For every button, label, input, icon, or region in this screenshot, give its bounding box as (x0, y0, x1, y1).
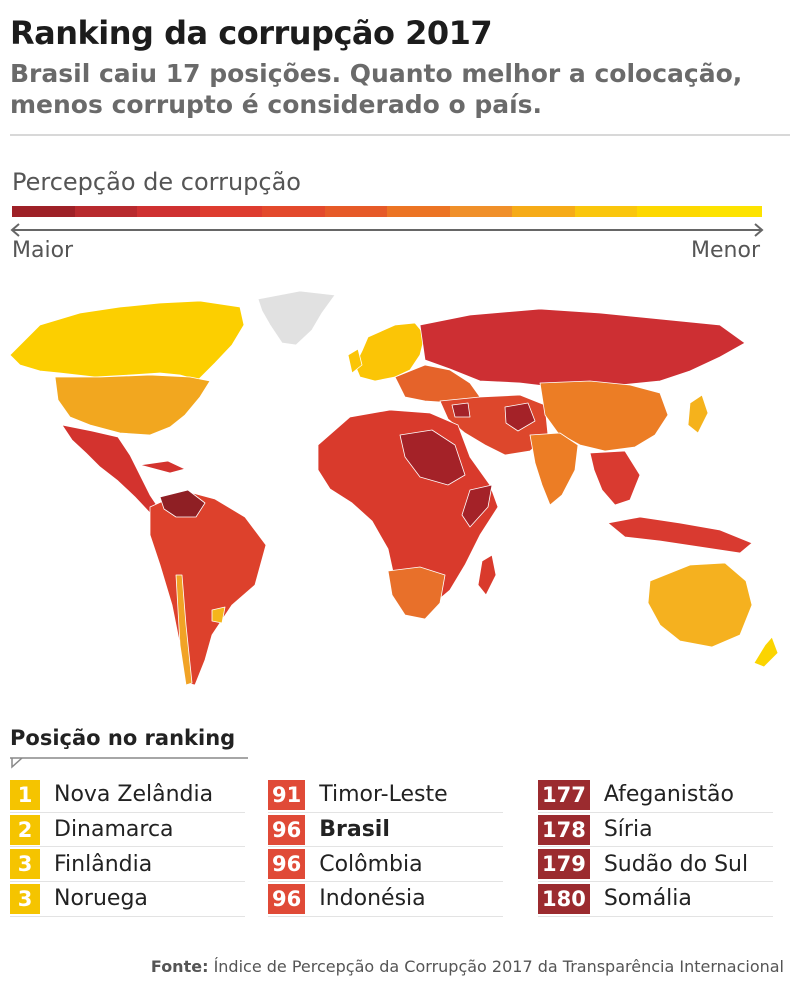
rank-badge: 3 (10, 849, 40, 880)
legend-row: 96 Indonésia (268, 882, 503, 917)
scale-swatch (574, 206, 637, 217)
region-africa-dark (399, 429, 466, 486)
legend-row: 96 Colômbia (268, 847, 503, 883)
country-name: Afeganistão (603, 782, 734, 808)
country-name: Nova Zelândia (54, 782, 214, 808)
region-madagascar (477, 554, 497, 596)
rank-badge: 2 (10, 814, 40, 845)
legend-row: 179 Sudão do Sul (538, 847, 773, 883)
region-japan (687, 394, 709, 434)
rank-badge: 96 (268, 849, 306, 880)
legend-row: 3 Noruega (10, 882, 245, 917)
source-label: Fonte: (150, 957, 209, 976)
country-name: Somália (603, 886, 692, 912)
legend-column-middle: 91 Timor-Leste 96 Brasil 96 Colômbia 96 Indo… (268, 778, 503, 917)
legend-title: Posição no ranking (10, 726, 236, 750)
color-scale-bar (12, 206, 762, 217)
region-russia (419, 308, 746, 390)
double-arrow-icon (10, 223, 764, 237)
region-china (539, 380, 669, 452)
region-central-america (61, 424, 161, 514)
country-name: Noruega (54, 886, 148, 912)
country-name: Colômbia (319, 851, 423, 877)
region-africa-south (387, 566, 446, 620)
country-name: Timor-Leste (319, 782, 448, 808)
header-divider (10, 134, 790, 136)
rank-badge: 96 (268, 814, 306, 845)
scale-swatch (637, 206, 700, 217)
country-name-highlight: Brasil (319, 817, 390, 843)
scale-left-label: Maior (12, 238, 74, 263)
legend-title-underline (10, 757, 248, 769)
region-uruguay (211, 606, 226, 624)
legend-row: 177 Afeganistão (538, 778, 773, 813)
country-name: Dinamarca (54, 817, 174, 843)
scale-swatch (449, 206, 512, 217)
source-text: Índice de Percepção da Corrupção 2017 da… (213, 957, 784, 976)
legend-row: 91 Timor-Leste (268, 778, 503, 813)
source-note: Fonte: Índice de Percepção da Corrupção … (151, 957, 784, 976)
scale-swatch (12, 206, 75, 217)
region-indonesia (607, 516, 753, 554)
scale-swatch (387, 206, 450, 217)
rank-badge: 179 (538, 849, 590, 880)
scale-swatch (262, 206, 325, 217)
rank-badge: 1 (10, 779, 40, 810)
scale-swatch (199, 206, 262, 217)
scale-swatch (324, 206, 387, 217)
region-southeast-asia (589, 450, 641, 506)
region-india (529, 432, 579, 506)
legend-row: 3 Finlândia (10, 847, 245, 883)
region-north-america (54, 374, 211, 436)
page-title: Ranking da corrupção 2017 (10, 14, 493, 52)
page-subtitle: Brasil caiu 17 posições. Quanto melhor a… (10, 59, 743, 119)
scale-swatch (512, 206, 575, 217)
region-south-america (149, 490, 267, 686)
country-name: Indonésia (319, 886, 426, 912)
region-somalia (461, 484, 493, 528)
rank-badge: 3 (10, 883, 40, 914)
legend-row: 96 Brasil (268, 813, 503, 848)
rank-badge: 96 (268, 883, 306, 914)
legend-row: 1 Nova Zelândia (10, 778, 245, 813)
country-name: Finlândia (54, 851, 153, 877)
region-uk (347, 348, 363, 374)
region-syria (451, 402, 471, 418)
rank-badge: 180 (538, 883, 590, 914)
region-afghanistan (504, 402, 536, 432)
region-australia (647, 562, 753, 648)
legend-row: 2 Dinamarca (10, 813, 245, 848)
region-venezuela (159, 489, 206, 518)
scale-label: Percepção de corrupção (12, 168, 301, 196)
legend-column-top: 1 Nova Zelândia 2 Dinamarca 3 Finlândia 3 No… (10, 778, 245, 917)
region-canada (9, 300, 245, 381)
legend-row: 178 Síria (538, 813, 773, 848)
region-chile (175, 574, 193, 686)
region-new-zealand (753, 636, 779, 668)
rank-badge: 177 (538, 779, 590, 810)
legend-column-bottom: 177 Afeganistão 178 Síria 179 Sudão do Sul … (538, 778, 773, 917)
scale-swatch (699, 206, 762, 217)
world-map (9, 290, 779, 686)
scale-swatch (74, 206, 137, 217)
rank-badge: 91 (268, 779, 306, 810)
country-name: Sudão do Sul (603, 851, 749, 877)
scale-swatch (137, 206, 200, 217)
country-name: Síria (603, 817, 653, 843)
region-greenland (257, 290, 336, 346)
region-caribbean (139, 460, 186, 474)
scale-right-label: Menor (691, 238, 760, 263)
legend-row: 180 Somália (538, 882, 773, 917)
rank-badge: 178 (538, 814, 590, 845)
